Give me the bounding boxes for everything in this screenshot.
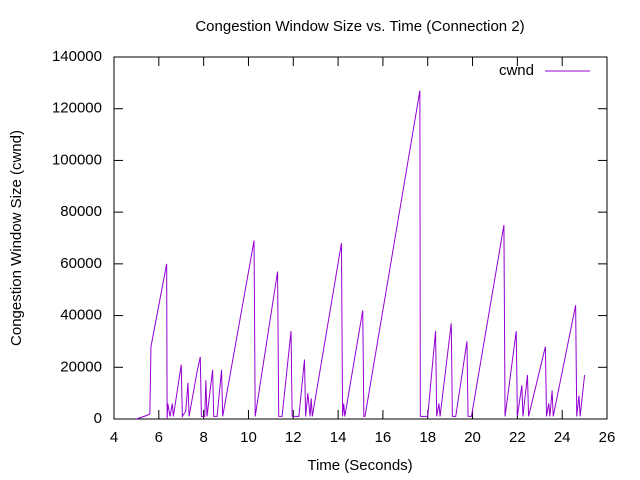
x-tick-label: 6 [155,429,163,446]
data-line [136,90,586,420]
plot-border [113,56,608,420]
x-tick-label: 22 [509,429,526,446]
y-tick-label: 100000 [52,151,102,168]
x-tick-label: 12 [285,429,302,446]
y-tick-label: 0 [94,410,102,427]
chart-title: Congestion Window Size vs. Time (Connect… [195,18,524,35]
x-tick-label: 8 [199,429,207,446]
x-tick-label: 26 [599,429,616,446]
y-tick-label: 20000 [60,358,102,375]
x-tick-label: 24 [554,429,571,446]
x-axis-label: Time (Seconds) [307,457,412,474]
x-tick-label: 10 [240,429,257,446]
y-axis-label: Congestion Window Size (cwnd) [8,130,25,346]
x-tick-label: 18 [419,429,436,446]
x-tick-label: 16 [375,429,392,446]
y-tick-label: 40000 [60,307,102,324]
y-tick-label: 120000 [52,100,102,117]
y-tick-label: 140000 [52,48,102,65]
legend-label: cwnd [499,62,534,79]
x-tick-label: 4 [110,429,118,446]
x-tick-label: 20 [464,429,481,446]
y-tick-label: 80000 [60,203,102,220]
x-tick-label: 14 [330,429,347,446]
y-tick-label: 60000 [60,255,102,272]
